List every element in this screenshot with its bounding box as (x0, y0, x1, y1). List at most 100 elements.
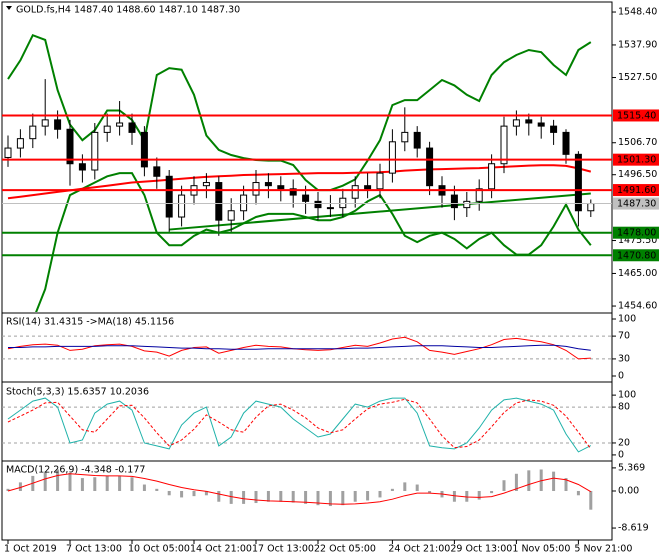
x-tick-label: 5 Nov 21:00 (574, 544, 632, 555)
candle-body (29, 125, 37, 140)
indicator-line (7, 398, 592, 450)
price-level-tag (613, 109, 659, 122)
indicator-line (7, 397, 592, 453)
candle-body (277, 185, 285, 190)
x-tick-label: 7 Oct 13:00 (66, 544, 122, 555)
histogram-bar (242, 490, 246, 504)
histogram-bar (279, 490, 283, 502)
indicator-line (7, 336, 591, 360)
candle-body (41, 119, 49, 127)
indicator-line (7, 473, 592, 505)
candle-body (153, 166, 161, 177)
histogram-bar (56, 469, 60, 491)
histogram-bar (18, 482, 22, 491)
candle-body (91, 131, 99, 171)
candle-body (78, 163, 86, 171)
candle-body (302, 194, 310, 202)
y-tick-label: 1475.50 (618, 235, 657, 246)
histogram-bar (514, 473, 518, 491)
price-level-label: 1491.60 (617, 185, 656, 196)
x-tick-label: 1 Oct 2019 (4, 544, 57, 555)
panel-1 (2, 335, 612, 360)
price-level-label: 1487.30 (617, 199, 656, 210)
candle-body (54, 119, 62, 130)
histogram-bar (415, 484, 419, 491)
panel-0 (2, 33, 612, 312)
histogram-bar (366, 490, 370, 501)
histogram-bar (254, 490, 258, 504)
price-level-tag (613, 153, 659, 166)
histogram-bar (428, 490, 432, 494)
candle-body (165, 175, 173, 218)
histogram-bar (68, 472, 72, 491)
candle-body (140, 131, 148, 168)
price-level-tag (613, 226, 659, 239)
candle-body (413, 131, 421, 149)
histogram-bar (316, 490, 320, 506)
candle-body (66, 128, 74, 165)
plot-frame (1, 1, 613, 541)
candle-body (587, 203, 595, 212)
histogram-bar (180, 490, 184, 498)
candle-body (264, 182, 272, 187)
histogram-bar (465, 490, 469, 502)
x-tick-label: 22 Oct 05:00 (314, 544, 376, 555)
candle-body (252, 182, 260, 196)
candle-body (376, 172, 384, 190)
candle-body (562, 131, 570, 155)
histogram-bar (130, 477, 134, 491)
menu-arrow (6, 6, 12, 10)
histogram-bar (353, 490, 357, 502)
candle-body (388, 141, 396, 174)
y-tick-label: 1537.90 (618, 39, 657, 50)
x-tick-label: 24 Oct 21:00 (388, 544, 450, 555)
y-tick-label: -8.619 (618, 523, 649, 534)
candle-body (289, 188, 297, 196)
x-tick-label: 10 Oct 05:00 (128, 544, 190, 555)
y-tick-label: 70 (618, 331, 630, 342)
histogram-bar (304, 490, 308, 504)
y-tick-label: 100 (618, 314, 636, 325)
histogram-bar (105, 475, 109, 491)
price-level-label: 1470.80 (617, 250, 656, 261)
histogram-bar (142, 484, 146, 491)
candle-body (401, 131, 409, 143)
histogram-bar (204, 490, 208, 496)
histogram-bar (217, 490, 221, 502)
x-tick-label: 29 Oct 13:00 (450, 544, 512, 555)
candle-body (426, 147, 434, 187)
candle-body (351, 185, 359, 199)
histogram-bar (328, 490, 332, 507)
candle-body (178, 194, 186, 218)
price-level-tag (613, 197, 659, 210)
x-tick-label: 17 Oct 13:00 (252, 544, 314, 555)
price-level-label: 1478.00 (617, 228, 656, 239)
candle-body (537, 122, 545, 127)
indicator-line (8, 344, 591, 351)
candle-body (16, 138, 24, 149)
y-tick-label: 1527.50 (618, 72, 657, 83)
candle-body (339, 197, 347, 209)
y-tick-label: 100 (618, 390, 636, 401)
candle-body (227, 210, 235, 221)
panel-title: MACD(12,26,9) -4.348 -0.177 (6, 465, 145, 476)
candle-body (202, 182, 210, 187)
y-tick-label: 80 (618, 402, 630, 413)
candle-body (103, 125, 111, 133)
candle-body (4, 147, 12, 158)
histogram-bar (403, 482, 407, 491)
histogram-bar (341, 490, 345, 506)
histogram-bar (229, 490, 233, 504)
y-tick-label: 1454.60 (618, 301, 657, 312)
candle-body (240, 194, 248, 212)
y-tick-label: 1496.50 (618, 169, 657, 180)
histogram-bar (378, 490, 382, 498)
histogram-bar (155, 488, 159, 491)
candle-body (326, 207, 334, 210)
candle-body (512, 119, 520, 127)
y-tick-label: 1506.70 (618, 137, 657, 148)
band-upper (7, 33, 592, 192)
candle-body (500, 125, 508, 165)
histogram-bar (576, 490, 580, 496)
